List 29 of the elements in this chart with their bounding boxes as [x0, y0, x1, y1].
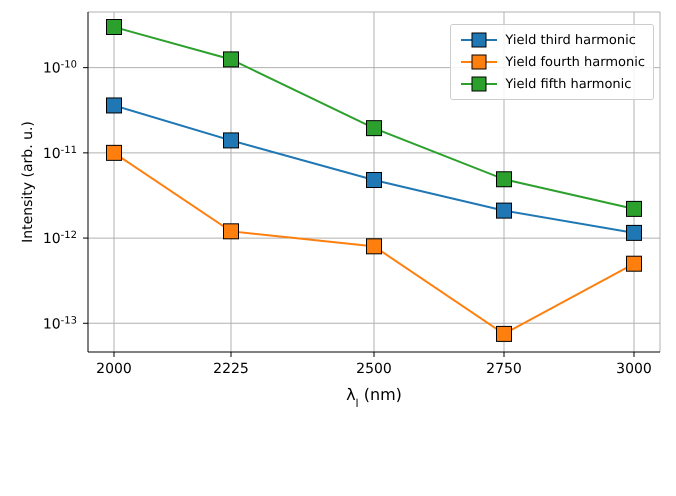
point — [366, 172, 382, 188]
point — [106, 97, 122, 114]
point — [626, 256, 642, 272]
y-tick-label: 10$^{-13}$ — [42, 314, 77, 332]
point — [223, 223, 239, 240]
point — [626, 224, 642, 241]
point — [626, 200, 642, 217]
y-tick-label: 10$^{-12}$ — [42, 230, 77, 248]
point — [496, 171, 512, 188]
point — [366, 238, 382, 254]
legend-label: Yield third harmonic — [505, 32, 636, 48]
x-tick-label: 2750 — [486, 361, 522, 377]
point — [106, 144, 122, 161]
point — [366, 120, 382, 136]
point — [223, 132, 239, 148]
point — [496, 326, 512, 342]
point — [223, 51, 239, 68]
point — [106, 19, 122, 36]
y-axis-title: Intensity (arb. u.) — [20, 121, 36, 243]
x-tick-label: 3000 — [616, 361, 652, 377]
legend-label: Yield fourth harmonic — [505, 54, 645, 70]
y-tick-label: 10$^{-10}$ — [42, 59, 77, 77]
x-tick-label: 2225 — [213, 361, 249, 377]
point — [496, 202, 512, 219]
y-tick-label: 10$^{-11}$ — [42, 144, 77, 162]
x-tick-label: 2000 — [96, 361, 132, 377]
x-tick-label: 2500 — [356, 361, 392, 377]
legend-label: Yield fifth harmonic — [505, 76, 632, 92]
x-axis-title: λ$_{l}$ (nm) — [346, 385, 402, 410]
